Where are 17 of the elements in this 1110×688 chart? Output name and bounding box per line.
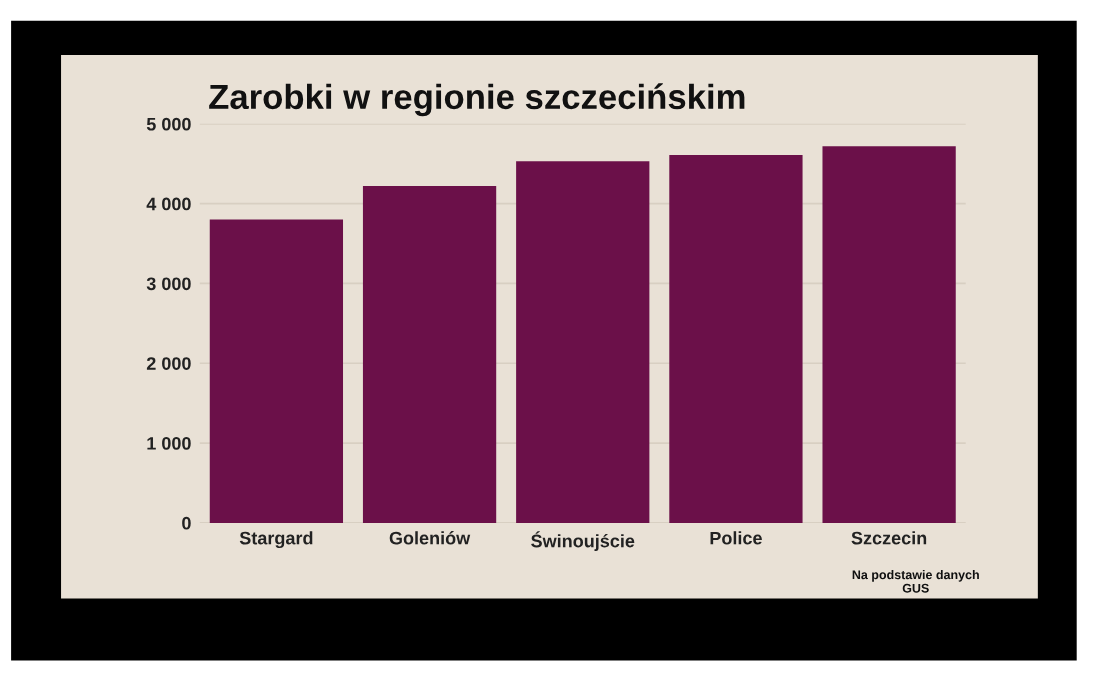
- x-tick-label: Stargard: [239, 531, 313, 549]
- y-tick-label: 2 000: [146, 357, 191, 370]
- bar: [669, 154, 803, 523]
- y-tick-label: 5 000: [146, 117, 191, 131]
- x-tick-label: Police: [710, 531, 762, 545]
- bar: [516, 161, 650, 523]
- x-tick-label: Świnoujście: [531, 531, 635, 551]
- bar: [362, 186, 497, 523]
- y-tick-label: 3 000: [146, 277, 191, 291]
- y-tick-label: 0: [182, 516, 191, 530]
- y-tick-label: 1 000: [147, 437, 191, 450]
- bar: [209, 219, 344, 523]
- x-tick-label: Goleniów: [389, 531, 471, 545]
- bar: [822, 146, 956, 523]
- y-tick-label: 4 000: [146, 197, 191, 211]
- x-tick-label: Szczecin: [851, 531, 927, 545]
- chart-title: Zarobki w regionie szczecińskim: [209, 83, 745, 117]
